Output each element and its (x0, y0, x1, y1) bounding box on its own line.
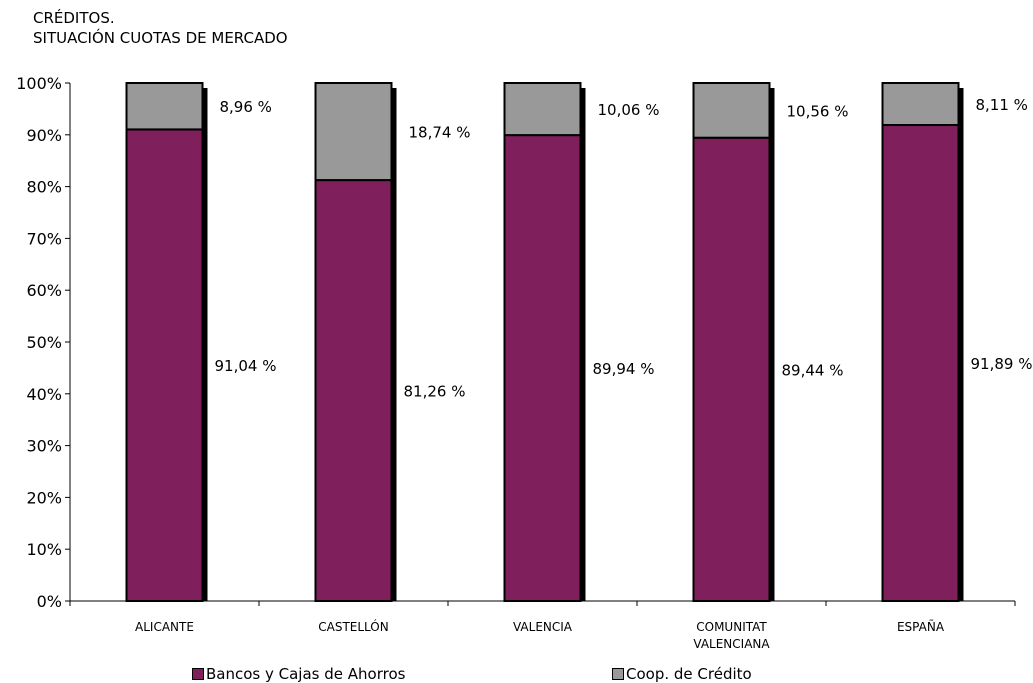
y-tick-label: 50% (26, 333, 62, 352)
chart-title-line-2: SITUACIÓN CUOTAS DE MERCADO (33, 29, 288, 47)
bar-coop (692, 82, 771, 139)
bar-bancos (125, 128, 204, 602)
y-tick-label: 20% (26, 488, 62, 507)
data-label-bancos: 89,94 % (593, 360, 655, 378)
chart-title-line-1: CRÉDITOS. (33, 9, 115, 27)
y-tick-label: 10% (26, 540, 62, 559)
bar-bancos (503, 134, 582, 602)
bar-coop (881, 82, 960, 127)
bar-shadow (958, 88, 964, 601)
bar-shadow (202, 88, 208, 601)
x-tick-label: ESPAÑA (897, 619, 945, 634)
bar-bancos (692, 136, 771, 602)
y-tick-label: 80% (26, 178, 62, 197)
data-label-coop: 8,96 % (220, 98, 272, 116)
chart-title: CRÉDITOS. SITUACIÓN CUOTAS DE MERCADO (33, 8, 288, 48)
data-label-coop: 8,11 % (976, 96, 1028, 114)
legend-item-coop: Coop. de Crédito (612, 665, 752, 683)
data-label-coop: 10,56 % (787, 102, 849, 120)
x-tick-label: COMUNITAT (696, 620, 767, 634)
legend-label-coop: Coop. de Crédito (626, 665, 752, 683)
bar-shadow (769, 88, 775, 601)
y-tick-label: 90% (26, 126, 62, 145)
bar-shadow (391, 88, 397, 601)
bar-coop (314, 82, 393, 182)
y-tick-label: 70% (26, 229, 62, 248)
legend-swatch-bancos (192, 668, 204, 680)
legend-label-bancos: Bancos y Cajas de Ahorros (206, 665, 406, 683)
bar-bancos (314, 179, 393, 602)
y-tick-label: 40% (26, 385, 62, 404)
data-label-bancos: 89,44 % (782, 361, 844, 379)
bar-bancos (881, 124, 960, 602)
bar-coop (503, 82, 582, 137)
x-tick-label: VALENCIANA (693, 637, 770, 651)
bar-coop (125, 82, 204, 131)
y-tick-label: 100% (16, 74, 62, 93)
y-tick-label: 30% (26, 437, 62, 456)
data-label-bancos: 91,89 % (971, 355, 1033, 373)
y-tick-label: 60% (26, 281, 62, 300)
data-label-coop: 10,06 % (598, 101, 660, 119)
data-label-bancos: 91,04 % (215, 357, 277, 375)
data-label-coop: 18,74 % (409, 124, 471, 142)
x-tick-label: VALENCIA (513, 620, 573, 634)
x-tick-label: CASTELLÓN (318, 619, 388, 634)
x-tick-label: ALICANTE (135, 620, 194, 634)
legend-item-bancos: Bancos y Cajas de Ahorros (192, 665, 405, 683)
data-label-bancos: 81,26 % (404, 383, 466, 401)
bar-shadow (580, 88, 586, 601)
y-tick-label: 0% (37, 592, 62, 611)
legend-swatch-coop (612, 668, 624, 680)
